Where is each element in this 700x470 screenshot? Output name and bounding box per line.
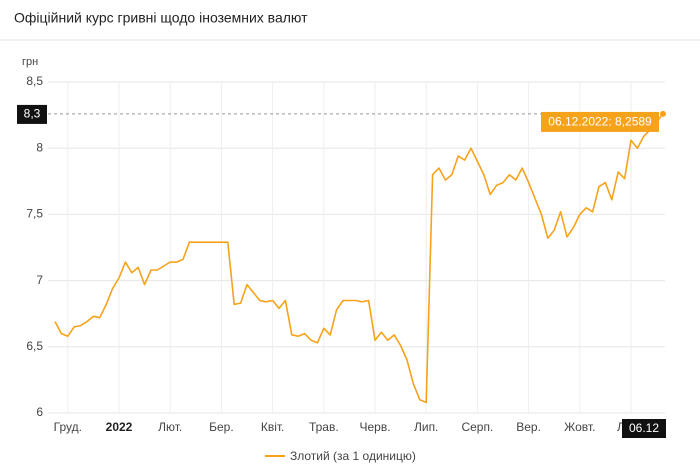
x-crosshair-label: 06.12 <box>629 421 659 435</box>
crosshair-label: 8,3 <box>24 107 41 121</box>
x-tick-label: Серп. <box>461 420 493 434</box>
x-tick-label: Жовт. <box>564 420 595 434</box>
legend-label: Злотий (за 1 одиницю) <box>290 449 416 463</box>
x-tick-label: Квіт. <box>261 420 285 434</box>
x-tick-label: Бер. <box>209 420 234 434</box>
x-tick-label: Вер. <box>516 420 541 434</box>
x-tick-label: Черв. <box>359 420 390 434</box>
y-tick-label: 7 <box>36 273 43 287</box>
chart-title: Офіційний курс гривні щодо іноземних вал… <box>14 10 308 26</box>
y-tick-label: 6,5 <box>26 339 43 353</box>
y-tick-label: 7,5 <box>26 207 43 221</box>
y-axis-label: грн <box>22 56 38 68</box>
series-line <box>54 113 664 404</box>
tooltip-text: 06.12.2022: 8,2589 <box>548 115 652 129</box>
y-tick-label: 8 <box>36 140 43 154</box>
highlight-point <box>660 110 666 117</box>
x-tick-label: Груд. <box>54 420 82 434</box>
y-tick-label: 8,5 <box>26 74 43 88</box>
x-tick-label: Лип. <box>414 420 438 434</box>
x-crosshair-box <box>622 419 666 438</box>
x-tick-label: Трав. <box>309 420 339 434</box>
x-tick-label: Лют. <box>158 420 182 434</box>
tooltip-box <box>541 111 659 132</box>
crosshair-label-box <box>17 104 47 124</box>
x-tick-label: 2022 <box>106 420 133 434</box>
y-tick-label: 6 <box>36 405 43 419</box>
